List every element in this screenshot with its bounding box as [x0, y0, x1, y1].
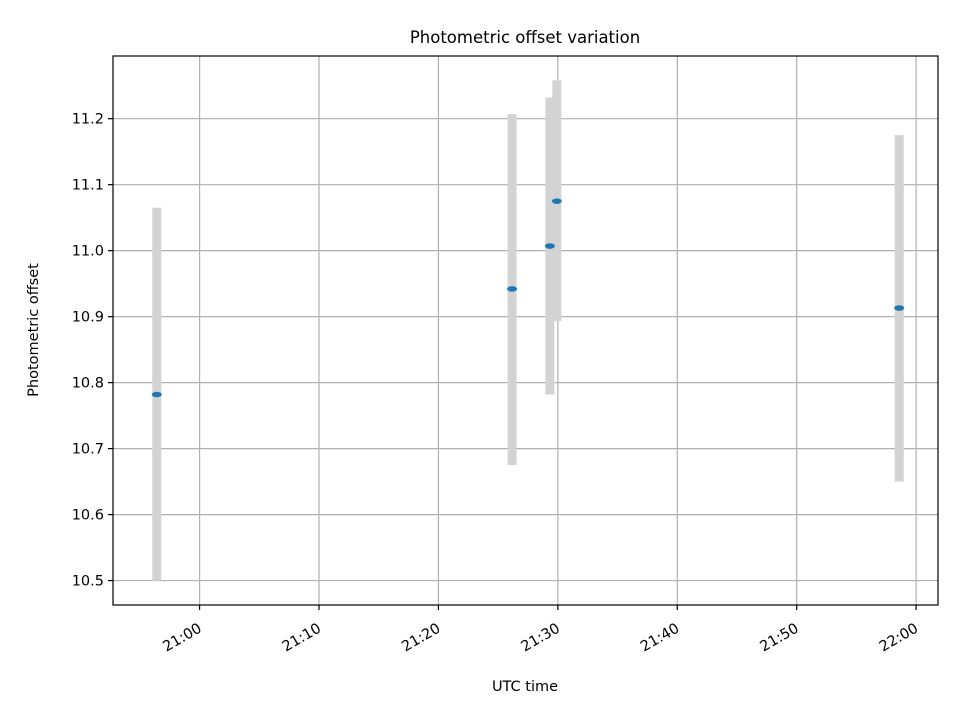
y-tick-label: 10.8 [72, 376, 104, 392]
data-point [544, 243, 555, 249]
y-tick-label: 11.2 [72, 112, 104, 128]
grid [113, 56, 938, 605]
y-axis-ticks: 10.5 10.6 10.7 10.8 10.9 11.0 11.1 11.2 [72, 112, 113, 590]
y-axis-label: Photometric offset [26, 263, 42, 397]
x-axis-label: UTC time [492, 679, 558, 695]
y-tick-label: 10.6 [72, 508, 104, 524]
data-point [507, 286, 518, 292]
y-tick-label: 10.9 [72, 310, 104, 326]
data-point [151, 391, 162, 398]
y-tick-label: 11.1 [72, 178, 104, 194]
data-point [894, 305, 905, 311]
y-tick-label: 10.7 [72, 442, 104, 458]
data-point [551, 198, 562, 204]
data-points [151, 198, 905, 398]
y-tick-label: 10.5 [72, 574, 104, 590]
plot-frame [112, 55, 939, 606]
y-tick-label: 11.0 [72, 244, 104, 260]
chart-title: Photometric offset variation [410, 28, 640, 47]
